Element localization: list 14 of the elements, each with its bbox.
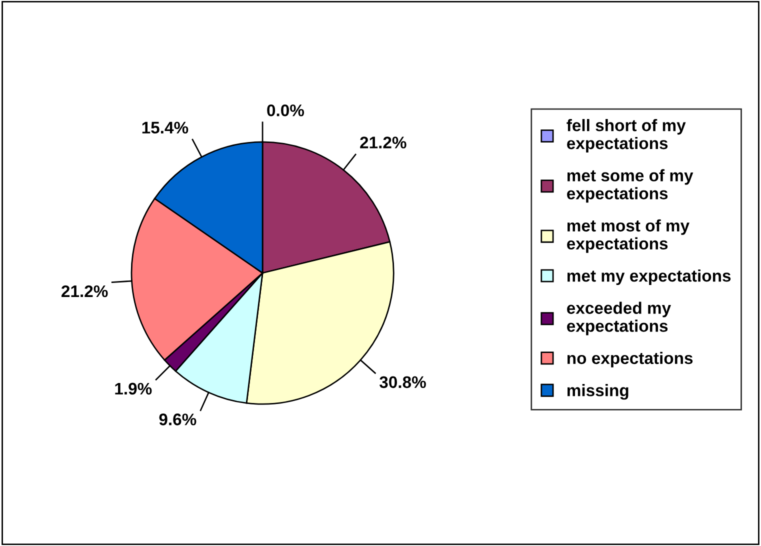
- data-label: 1.9%: [115, 382, 152, 395]
- legend-label: exceeded my expectations: [567, 302, 671, 336]
- legend-label: met some of my expectations: [567, 169, 694, 203]
- legend-label: no expectations: [567, 352, 693, 368]
- data-label: 30.8%: [380, 376, 426, 388]
- legend-label: fell short of my expectations: [566, 119, 686, 153]
- data-label: 15.4%: [142, 122, 188, 134]
- legend-label: met my expectations: [567, 269, 731, 286]
- legend-label: missing: [567, 384, 628, 400]
- text: 0.0%: [267, 104, 304, 116]
- data-label: 9.6%: [159, 414, 196, 426]
- data-label: 21.2%: [360, 136, 406, 148]
- legend-label: met most of my expectations: [567, 219, 690, 253]
- data-label: 21.2%: [62, 285, 108, 298]
